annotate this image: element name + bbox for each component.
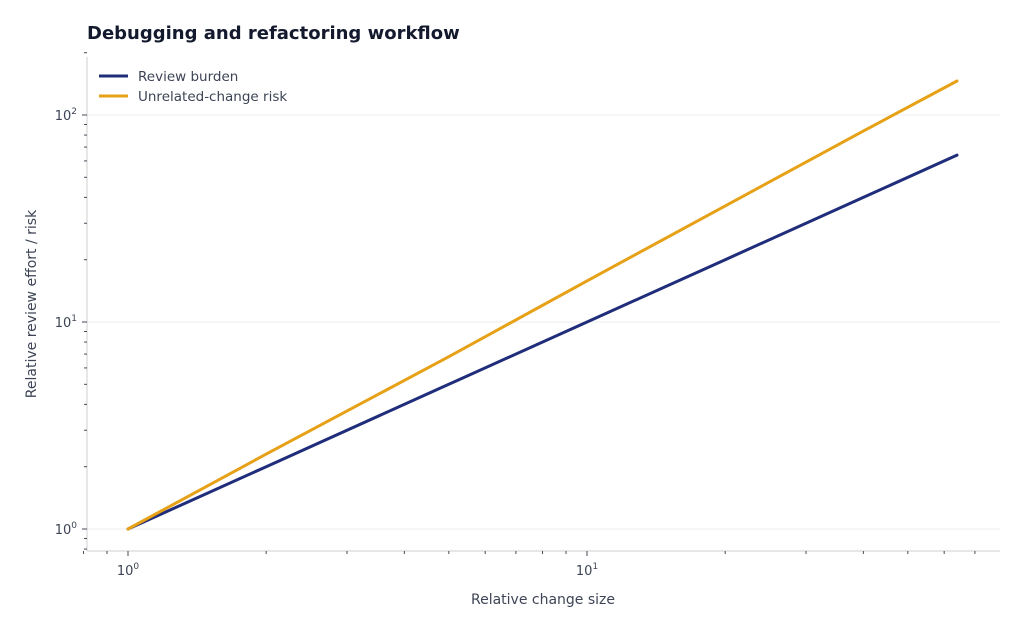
y-axis-label: Relative review effort / risk [24,209,40,398]
tick-layer: 100 101 100 101 102 [55,52,976,579]
series-layer [126,79,959,531]
x-tick-label: 100 [117,562,140,579]
legend: Review burden Unrelated-change risk [99,69,287,105]
legend-label: Review burden [138,69,238,85]
x-axis-label: Relative change size [471,592,615,608]
x-tick-label: 101 [576,562,598,579]
y-tick-label: 101 [55,314,77,331]
y-tick-label: 102 [55,107,77,124]
chart-title: Debugging and refactoring workflow [87,23,460,44]
grid-layer [87,114,1000,530]
series-line-2 [126,79,959,531]
legend-label: Unrelated-change risk [138,89,287,105]
y-tick-label: 100 [55,521,78,538]
series-line-1 [126,153,959,531]
